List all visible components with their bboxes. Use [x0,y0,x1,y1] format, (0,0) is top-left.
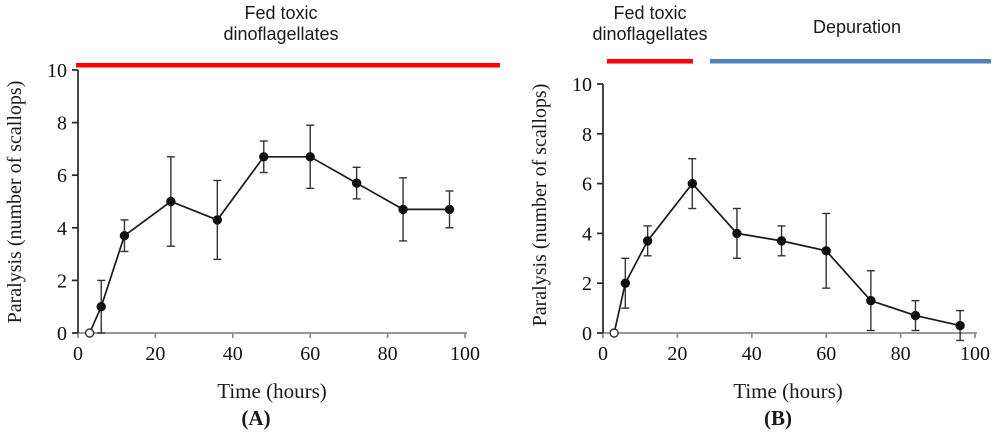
x-tick-label: 80 [891,343,911,365]
panel-a-group: 0 20 40 60 80 100 0 2 4 6 8 10 [47,60,500,365]
panel-b-group: 0 20 40 60 80 100 0 2 4 6 8 10 [572,59,991,365]
data-point-marker [119,230,130,241]
data-point-marker [351,178,362,188]
x-tick-label: 80 [378,343,398,365]
open-data-point-marker [609,328,619,338]
panel-a-x-axis-title: Time (hours) [217,379,327,403]
x-tick-label: 20 [145,343,165,365]
x-tick-label: 60 [300,343,320,365]
data-point-marker [866,295,876,306]
data-point-marker [96,302,106,312]
x-tick-label: 0 [598,343,608,365]
panel-b-treatment-line1: Fed toxic [613,3,687,23]
y-tick-label: 2 [57,270,67,292]
data-point-marker [212,215,223,225]
x-tick-label: 60 [816,343,836,365]
x-tick-label: 40 [223,343,243,365]
data-point-marker [821,246,831,256]
x-tick-label: 100 [450,343,480,365]
data-point-marker [620,278,631,288]
panel-b-treatment-label: Fed toxic dinoflagellates [550,3,750,45]
panel-b-depuration-label: Depuration [812,17,902,37]
panel-b-x-axis-title: Time (hours) [733,379,843,403]
data-point-marker [687,178,697,189]
annotation-bar [710,59,991,64]
series-line [88,155,450,334]
x-tick-label: 0 [73,343,83,365]
x-tick-label: 100 [960,343,990,365]
data-point-marker [305,152,315,162]
y-tick-label: 4 [57,218,67,240]
panel-a-treatment-line1: Fed toxic [244,3,318,23]
data-point-marker [259,152,269,162]
y-tick-label: 10 [572,74,592,96]
panel-a-treatment-line2: dinoflagellates [223,24,339,44]
data-point-marker [955,320,965,331]
y-tick-label: 6 [582,174,592,196]
panel-b-treatment-line2: dinoflagellates [592,24,708,44]
data-point-marker [398,204,408,215]
data-point-marker [776,236,787,246]
y-tick-label: 8 [582,124,592,146]
y-tick-label: 0 [57,323,67,345]
panel-a-y-axis-title: Paralysis (number of scallops) [4,80,26,324]
y-tick-label: 10 [47,60,67,82]
data-point-marker [732,228,742,239]
y-tick-label: 4 [582,223,592,245]
panel-b-y-axis-title: Paralysis (number of scallops) [529,83,551,327]
y-tick-label: 2 [582,273,592,295]
x-tick-label: 20 [667,343,687,365]
x-tick-label: 40 [742,343,762,365]
data-point-marker [166,196,176,207]
panel-a-caption: (A) [241,406,271,430]
annotation-bar [607,59,693,64]
panel-a-treatment-label: Fed toxic dinoflagellates [161,3,401,45]
annotation-bar [76,63,500,68]
data-point-marker [444,204,455,215]
y-tick-label: 0 [582,323,592,345]
y-tick-label: 8 [57,113,67,135]
data-point-marker [642,236,653,246]
open-data-point-marker [84,328,95,338]
panel-b-caption: (B) [764,406,792,430]
data-point-marker [910,310,921,321]
y-tick-label: 6 [57,165,67,187]
series-line [613,182,961,334]
